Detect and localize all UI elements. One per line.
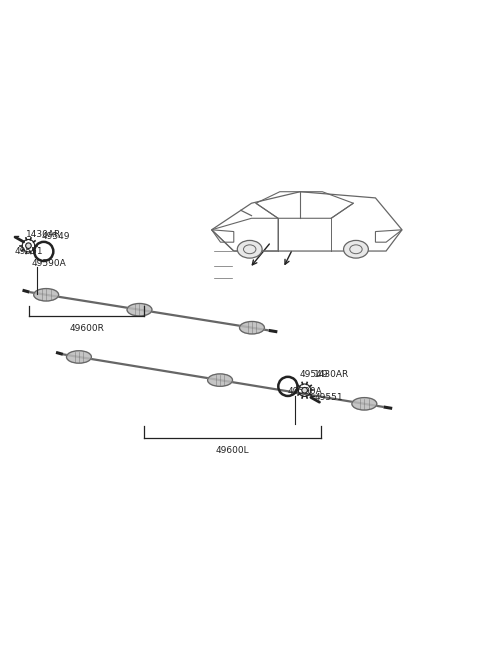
Ellipse shape [207,374,232,386]
Text: 49590A: 49590A [288,386,323,396]
Circle shape [302,388,307,393]
Text: 49549: 49549 [41,232,70,241]
Ellipse shape [34,289,59,301]
Ellipse shape [344,240,368,258]
Text: 49551: 49551 [15,247,44,256]
Text: 49600R: 49600R [70,324,104,333]
Ellipse shape [352,398,377,410]
Ellipse shape [240,321,264,334]
Text: 49551: 49551 [314,393,343,402]
Circle shape [25,243,31,249]
Ellipse shape [127,304,152,316]
Text: 49549: 49549 [300,370,328,379]
Ellipse shape [67,351,91,363]
Ellipse shape [237,240,262,258]
Text: 1430AR: 1430AR [314,370,349,379]
Text: 49590A: 49590A [32,259,67,268]
Text: 1430AR: 1430AR [25,230,61,239]
Text: 49600L: 49600L [216,446,250,455]
